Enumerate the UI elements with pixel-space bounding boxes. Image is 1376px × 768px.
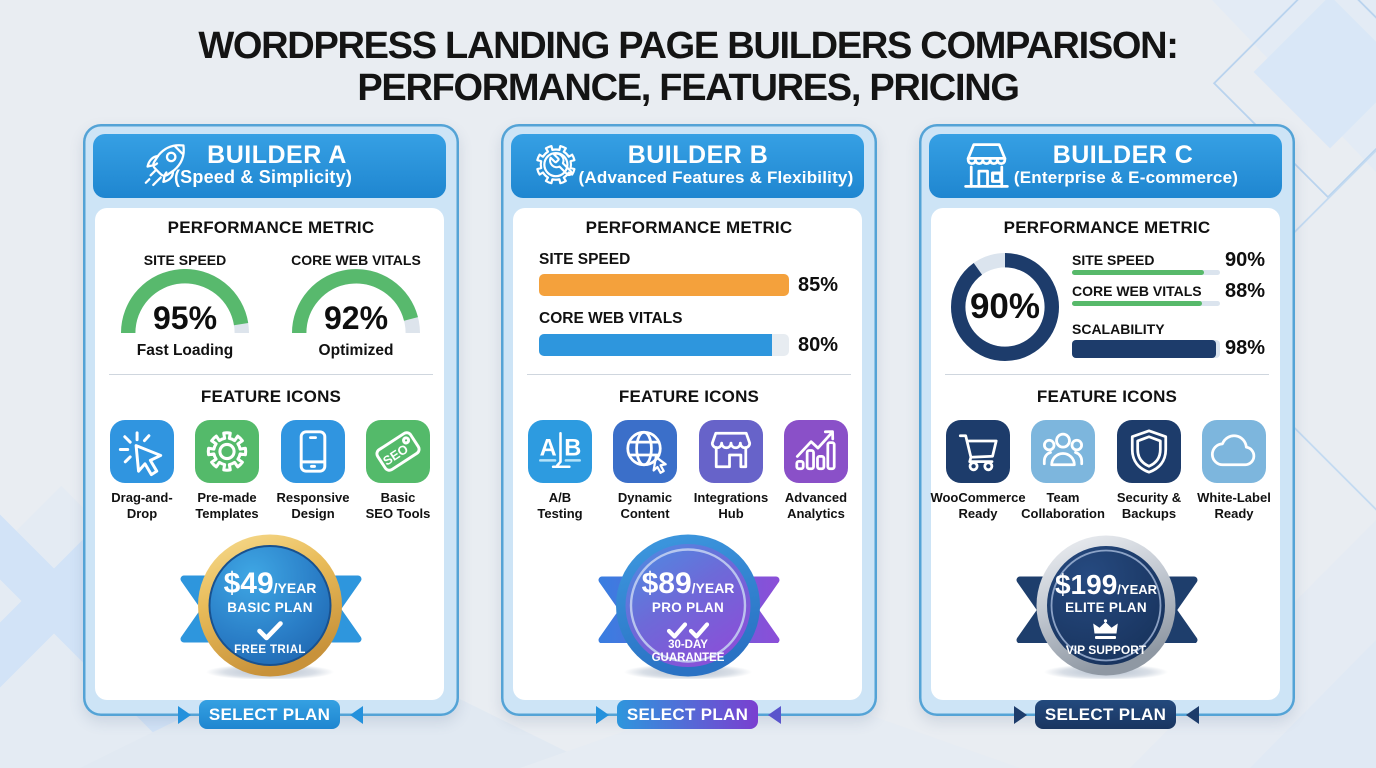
- svg-text:A: A: [540, 435, 557, 461]
- svg-text:B: B: [564, 435, 581, 461]
